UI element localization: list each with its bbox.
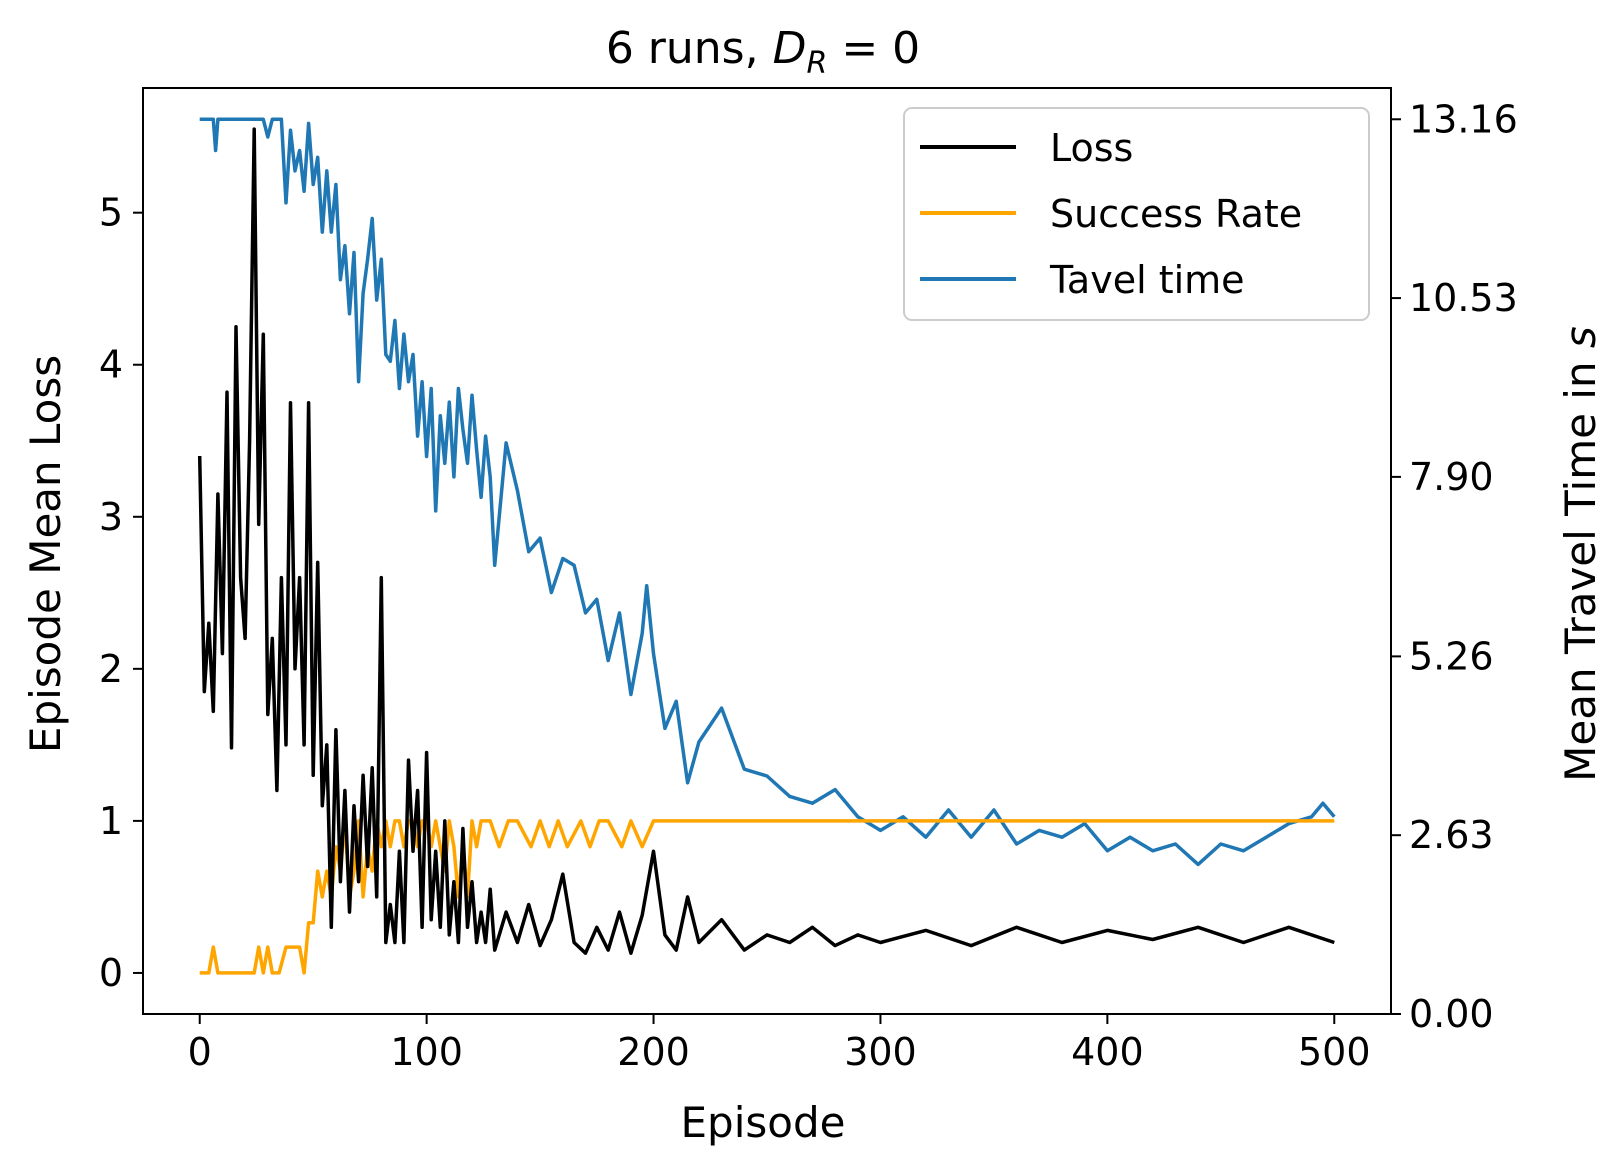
y2-label-unit: s (1556, 326, 1605, 348)
title-prefix: 6 runs, (606, 23, 773, 74)
series-line-loss (197, 127, 1335, 955)
legend: Loss Success Rate Tavel time (903, 107, 1370, 321)
x-axis-label: Episode (681, 1098, 846, 1147)
series-line-tavel-time (199, 117, 1336, 867)
y2-tick-label: 7.90 (1409, 455, 1494, 499)
title-subscript: R (806, 46, 827, 81)
y2-tick-label: 13.16 (1409, 97, 1518, 141)
y2-label-text: Mean Travel Time in (1556, 348, 1605, 782)
y-tick-label: 0 (99, 951, 123, 995)
x-axis-ticks: 0 100 200 300 400 500 (188, 1014, 1371, 1074)
y2-axis-ticks: 0.00 2.63 5.26 7.90 10.53 13.16 (1391, 97, 1518, 1036)
y2-tick-label: 5.26 (1409, 634, 1494, 678)
x-tick-label: 100 (390, 1030, 463, 1074)
y-axis-label: Episode Mean Loss (21, 355, 70, 753)
y-tick-label: 5 (99, 191, 123, 235)
legend-label-success-rate: Success Rate (1050, 192, 1302, 236)
title-symbol: D (773, 23, 807, 74)
legend-label-travel-time: Tavel time (1049, 258, 1245, 302)
x-tick-label: 400 (1071, 1030, 1144, 1074)
x-tick-label: 500 (1298, 1030, 1371, 1074)
y2-tick-label: 2.63 (1409, 813, 1494, 857)
y-tick-label: 2 (99, 647, 123, 691)
series-layer (197, 117, 1336, 975)
y-axis-ticks: 0 1 2 3 4 5 (99, 191, 143, 995)
title-suffix: = 0 (827, 23, 920, 74)
y-tick-label: 3 (99, 495, 123, 539)
legend-box (903, 107, 1370, 321)
y-tick-label: 4 (99, 343, 123, 387)
y2-tick-label: 0.00 (1409, 992, 1494, 1036)
y-tick-label: 1 (99, 799, 123, 843)
legend-label-loss: Loss (1050, 126, 1133, 170)
y2-tick-label: 10.53 (1409, 276, 1518, 320)
x-tick-label: 0 (188, 1030, 212, 1074)
x-tick-label: 300 (844, 1030, 917, 1074)
y2-axis-label: Mean Travel Time in s (1556, 326, 1605, 782)
chart-title: 6 runs, DR = 0 (606, 23, 920, 81)
x-tick-label: 200 (617, 1030, 690, 1074)
plot-frame (142, 87, 1392, 1015)
